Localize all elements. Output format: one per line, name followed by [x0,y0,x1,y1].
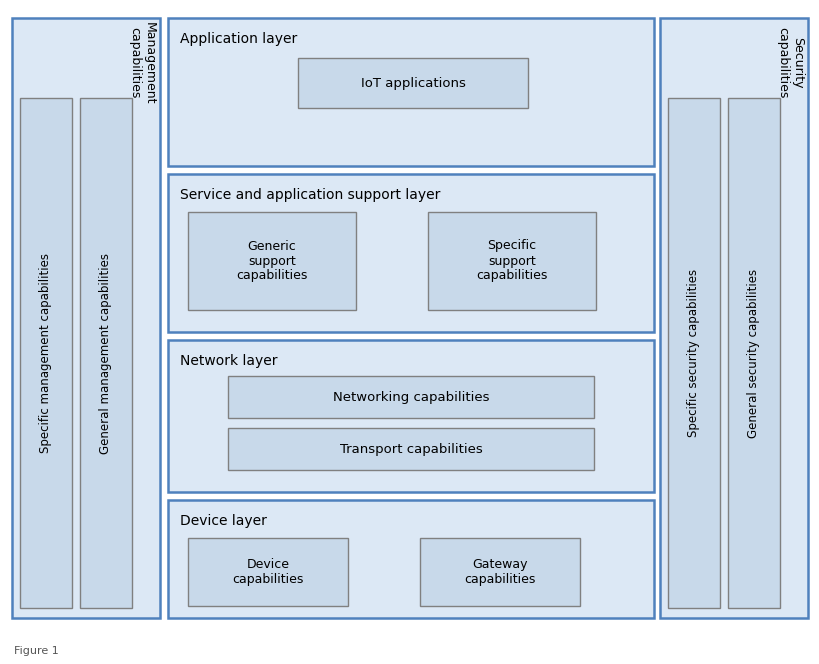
Text: General management capabilities: General management capabilities [99,252,112,454]
Text: Specific
support
capabilities: Specific support capabilities [476,240,547,282]
FancyBboxPatch shape [168,174,654,332]
FancyBboxPatch shape [80,98,132,608]
Text: Security
capabilities: Security capabilities [775,27,803,99]
FancyBboxPatch shape [168,18,654,166]
Text: General security capabilities: General security capabilities [747,268,759,438]
FancyBboxPatch shape [297,58,527,108]
Text: Transport capabilities: Transport capabilities [339,442,482,456]
FancyBboxPatch shape [168,500,654,618]
FancyBboxPatch shape [12,18,160,618]
Text: Specific management capabilities: Specific management capabilities [39,253,52,453]
Text: Generic
support
capabilities: Generic support capabilities [236,240,307,282]
FancyBboxPatch shape [667,98,719,608]
FancyBboxPatch shape [20,98,72,608]
Text: Device
capabilities: Device capabilities [232,558,303,586]
Text: Network layer: Network layer [180,354,277,368]
Text: Application layer: Application layer [180,32,297,46]
FancyBboxPatch shape [428,212,595,310]
Text: IoT applications: IoT applications [360,76,465,90]
FancyBboxPatch shape [659,18,807,618]
FancyBboxPatch shape [228,376,593,418]
Text: Networking capabilities: Networking capabilities [333,390,489,404]
FancyBboxPatch shape [188,538,347,606]
Text: Figure 1: Figure 1 [14,646,59,656]
Text: Management
capabilities: Management capabilities [128,22,156,104]
FancyBboxPatch shape [188,212,355,310]
FancyBboxPatch shape [228,428,593,470]
Text: Specific security capabilities: Specific security capabilities [686,269,699,437]
Text: Gateway
capabilities: Gateway capabilities [464,558,535,586]
FancyBboxPatch shape [419,538,579,606]
Text: Device layer: Device layer [180,514,266,528]
FancyBboxPatch shape [168,340,654,492]
FancyBboxPatch shape [727,98,779,608]
Text: Service and application support layer: Service and application support layer [180,188,440,202]
